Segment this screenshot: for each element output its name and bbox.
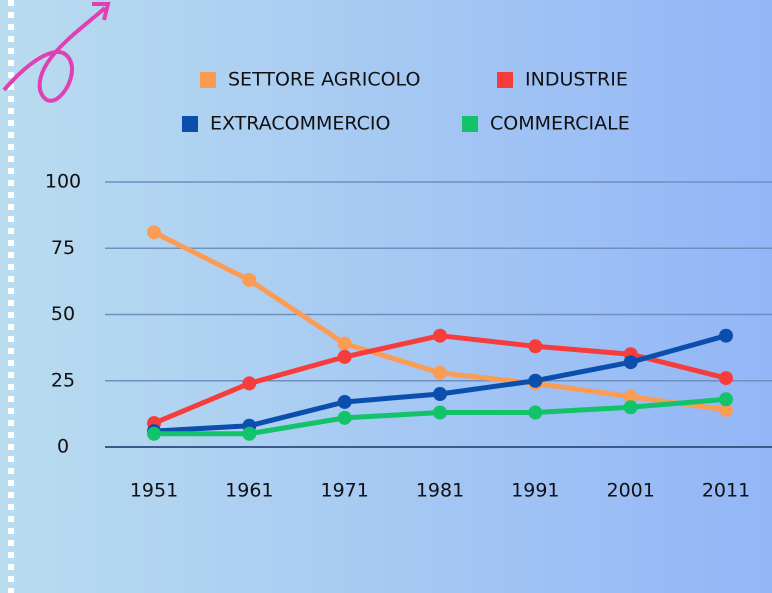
x-tick-label: 2001 bbox=[606, 480, 654, 502]
data-point bbox=[528, 339, 543, 354]
decoration-arrowhead bbox=[92, 1, 111, 21]
y-tick-label: 25 bbox=[51, 369, 75, 391]
data-point bbox=[433, 328, 447, 343]
legend-label: INDUSTRIE bbox=[525, 69, 628, 91]
y-tick-label: 50 bbox=[51, 303, 75, 325]
legend-swatch bbox=[497, 72, 513, 88]
data-point bbox=[242, 426, 257, 441]
data-point bbox=[433, 405, 447, 420]
x-tick-label: 1951 bbox=[130, 480, 178, 502]
y-tick-label: 75 bbox=[51, 237, 75, 259]
data-point bbox=[719, 402, 733, 417]
data-point bbox=[337, 394, 352, 409]
legend-label: SETTORE AGRICOLO bbox=[228, 69, 420, 91]
data-point bbox=[528, 405, 543, 420]
data-point bbox=[337, 336, 352, 351]
y-tick-label: 100 bbox=[45, 171, 81, 193]
legend-swatch bbox=[200, 72, 216, 88]
data-point bbox=[147, 225, 161, 240]
data-point bbox=[147, 426, 161, 441]
data-point bbox=[242, 273, 257, 288]
x-tick-label: 1971 bbox=[320, 480, 368, 502]
data-point bbox=[623, 355, 638, 370]
y-tick-label: 0 bbox=[57, 436, 69, 458]
x-tick-label: 1991 bbox=[511, 480, 559, 502]
data-point bbox=[433, 365, 447, 380]
data-point bbox=[242, 376, 257, 391]
data-point bbox=[719, 392, 733, 407]
x-tick-label: 2011 bbox=[702, 480, 750, 502]
data-point bbox=[719, 371, 733, 386]
legend-label: COMMERCIALE bbox=[490, 113, 630, 135]
legend-label: EXTRACOMMERCIO bbox=[210, 113, 390, 135]
legend-swatch bbox=[462, 116, 478, 132]
data-point bbox=[719, 328, 733, 343]
legend-swatch bbox=[182, 116, 198, 132]
data-point bbox=[433, 387, 447, 401]
decoration-arrow bbox=[2, 6, 107, 103]
data-point bbox=[623, 389, 638, 404]
x-tick-label: 1981 bbox=[416, 480, 464, 502]
data-point bbox=[337, 410, 352, 425]
data-point bbox=[528, 373, 543, 388]
data-point bbox=[337, 349, 352, 364]
data-point bbox=[623, 400, 638, 415]
x-tick-label: 1961 bbox=[225, 480, 273, 502]
